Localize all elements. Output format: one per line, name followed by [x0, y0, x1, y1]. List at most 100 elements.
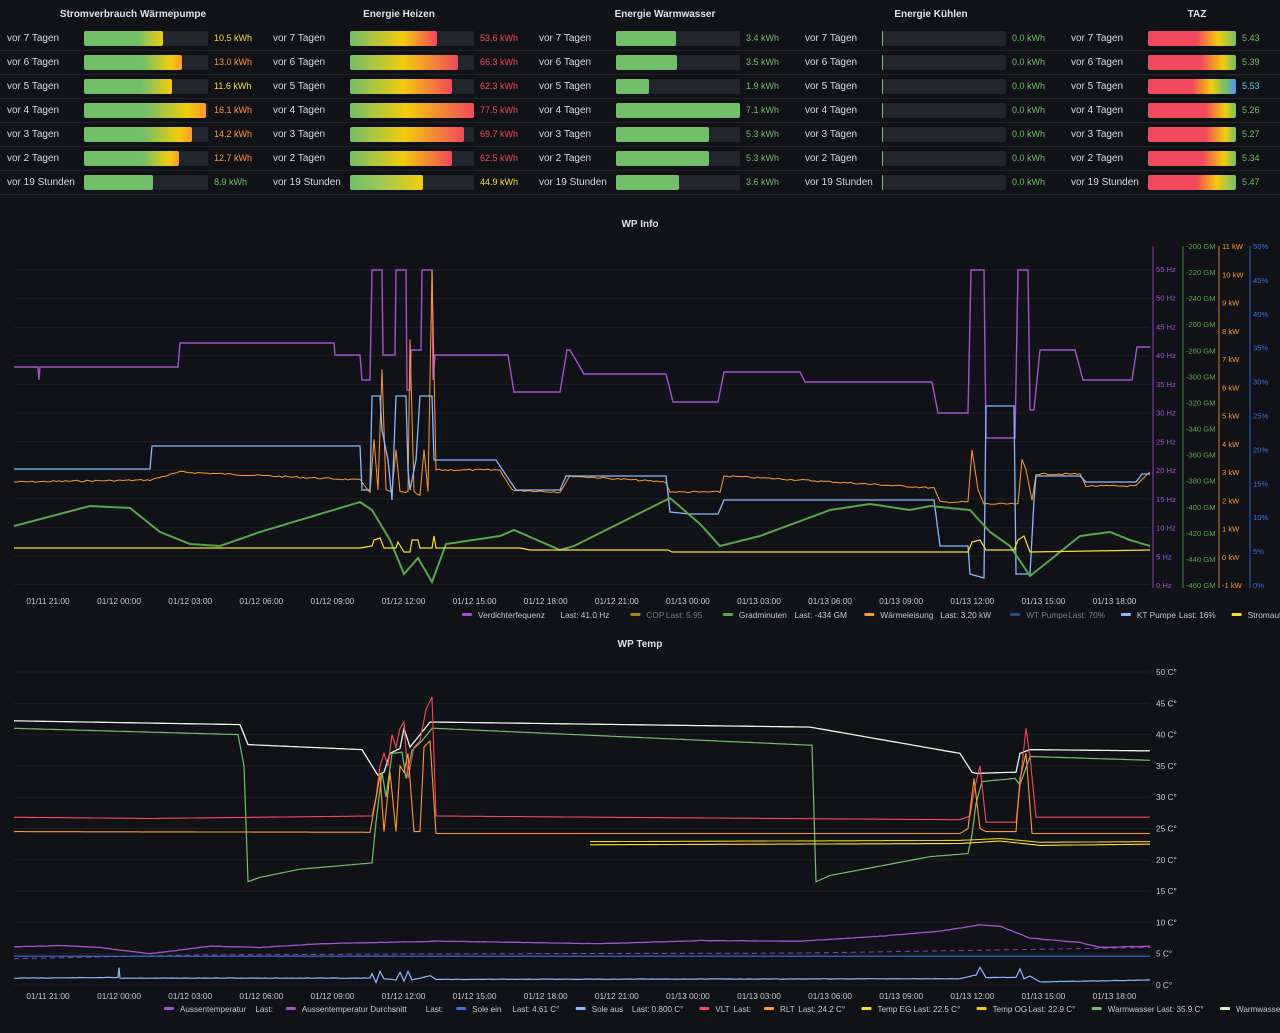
bar-row[interactable]: vor 3 Tagen 0.0 kWh	[798, 122, 1064, 147]
bar-row[interactable]: vor 3 Tagen 14.2 kWh	[0, 122, 266, 147]
legend-swatch	[462, 613, 472, 616]
bar-track	[616, 175, 740, 190]
legend-swatch	[1220, 1007, 1230, 1010]
legend-series-last: Last: 4.61 C°	[512, 1005, 559, 1014]
bar-fill	[616, 79, 649, 94]
bar-row-label: vor 7 Tagen	[273, 33, 326, 44]
bar-track	[882, 79, 1006, 94]
y-tick-label: 5 C°	[1156, 949, 1172, 959]
axis-tick-label: 50%	[1253, 242, 1268, 251]
legend-item[interactable]: Aussentemperatur Last:	[164, 1005, 273, 1014]
bar-row[interactable]: vor 2 Tagen 5.3 kWh	[532, 146, 798, 171]
wp-temp-chart[interactable]: 50 C° 45 C° 40 C° 35 C° 30 C° 25 C° 20 C° 15 C°…	[0, 630, 1280, 1033]
bar-panel-1: Energie Heizen vor 7 Tagen 53.6 kWh vor 6 T…	[266, 0, 532, 200]
bar-row[interactable]: vor 19 Stunden 8.9 kWh	[0, 170, 266, 195]
legend-item[interactable]: WT Pumpe Last: 70%	[1010, 610, 1106, 620]
legend-item[interactable]: Temp OG Last: 22.9 C°	[976, 1005, 1076, 1014]
bar-row-label: vor 3 Tagen	[1071, 129, 1124, 140]
legend-item[interactable]: Warmwasser Last: 35.9 C°	[1091, 1005, 1204, 1014]
bar-row[interactable]: vor 4 Tagen 0.0 kWh	[798, 98, 1064, 123]
bar-row[interactable]: vor 6 Tagen 13.0 kWh	[0, 50, 266, 75]
axis-tick-label: 7 kW	[1222, 355, 1240, 364]
legend-series-last: Last: 5.95	[666, 610, 703, 620]
bar-fill	[84, 151, 179, 166]
legend-item[interactable]: VLT Last:	[699, 1005, 751, 1014]
bar-track	[84, 175, 208, 190]
bar-row-label: vor 6 Tagen	[539, 57, 592, 68]
bar-row-label: vor 7 Tagen	[805, 33, 858, 44]
bar-row[interactable]: vor 2 Tagen 62.5 kWh	[266, 146, 532, 171]
bar-row[interactable]: vor 2 Tagen 12.7 kWh	[0, 146, 266, 171]
bar-row[interactable]: vor 7 Tagen 10.5 kWh	[0, 26, 266, 51]
legend-item[interactable]: Verdichterfequenz Last: 41.0 Hz	[462, 610, 609, 620]
bar-row[interactable]: vor 6 Tagen 0.0 kWh	[798, 50, 1064, 75]
series-aussentemperatur-durchschnitt	[13, 946, 1151, 960]
bar-track	[350, 79, 474, 94]
legend-item[interactable]: Sole aus Last: 0.800 C°	[575, 1005, 684, 1014]
series-verdichterfrequenz	[14, 269, 1150, 439]
axis-tick-label: 0 Hz	[1156, 581, 1172, 590]
bar-row[interactable]: vor 4 Tagen 77.5 kWh	[266, 98, 532, 123]
legend-series-name: Warmwasser	[1108, 1005, 1155, 1014]
legend-item[interactable]: KT Pumpe Last: 16%	[1120, 610, 1217, 620]
x-tick-label: 01/13 18:00	[1093, 596, 1137, 606]
legend-series-name: Aussentemperatur	[180, 1005, 246, 1014]
bar-row[interactable]: vor 5 Tagen 11.6 kWh	[0, 74, 266, 99]
bar-row-label: vor 6 Tagen	[273, 57, 326, 68]
legend-swatch	[722, 613, 733, 616]
x-tick-label: 01/12 00:00	[97, 991, 141, 1001]
bar-row[interactable]: vor 7 Tagen 53.6 kWh	[266, 26, 532, 51]
bar-row[interactable]: vor 4 Tagen 16.1 kWh	[0, 98, 266, 123]
bar-row[interactable]: vor 3 Tagen 69.7 kWh	[266, 122, 532, 147]
bar-row[interactable]: vor 6 Tagen 66.3 kWh	[266, 50, 532, 75]
bar-row[interactable]: vor 5 Tagen 1.9 kWh	[532, 74, 798, 99]
y-tick-label: 40 C°	[1156, 730, 1177, 740]
bar-row[interactable]: vor 19 Stunden 5.47	[1064, 170, 1280, 195]
axis-tick-label: 5%	[1253, 547, 1264, 556]
legend-series-name: KT Pumpe	[1137, 610, 1176, 620]
legend-swatch	[630, 613, 641, 616]
legend-item[interactable]: COP Last: 5.95	[630, 610, 703, 620]
bar-row[interactable]: vor 7 Tagen 3.4 kWh	[532, 26, 798, 51]
legend-item[interactable]: Warmwasser obenLast:	[1220, 1005, 1280, 1014]
axis-tick-label: 2 kW	[1222, 496, 1240, 505]
bar-row[interactable]: vor 5 Tagen 0.0 kWh	[798, 74, 1064, 99]
bar-row[interactable]: vor 3 Tagen 5.27	[1064, 122, 1280, 147]
legend-item[interactable]: Sole ein Last: 4.61 C°	[456, 1005, 559, 1014]
bar-row[interactable]: vor 2 Tagen 0.0 kWh	[798, 146, 1064, 171]
wp-info-chart[interactable]: 01/11 21:00 01/12 00:00 01/12 03:00 01/12 0…	[0, 210, 1280, 630]
bar-row[interactable]: vor 5 Tagen 62.3 kWh	[266, 74, 532, 99]
legend-item[interactable]: Gradminuten Last: -434 GM	[722, 610, 847, 620]
bar-row-label: vor 19 Stunden	[805, 177, 873, 188]
bar-row[interactable]: vor 5 Tagen 5.53	[1064, 74, 1280, 99]
bar-row[interactable]: vor 19 Stunden 0.0 kWh	[798, 170, 1064, 195]
y-tick-label: 25 C°	[1156, 824, 1177, 834]
bar-fill	[1148, 127, 1236, 142]
bar-row-value: 13.0 kWh	[214, 57, 253, 67]
bar-row[interactable]: vor 4 Tagen 7.1 kWh	[532, 98, 798, 123]
bar-row[interactable]: vor 7 Tagen 0.0 kWh	[798, 26, 1064, 51]
bar-row[interactable]: vor 19 Stunden 44.9 kWh	[266, 170, 532, 195]
bar-row[interactable]: vor 6 Tagen 3.5 kWh	[532, 50, 798, 75]
legend-item[interactable]: Wärmeleisung Last: 3.20 kW	[864, 610, 991, 620]
bar-row-label: vor 19 Stunden	[539, 177, 607, 188]
axis-tick-label: -280 GM	[1186, 346, 1216, 355]
bar-row[interactable]: vor 7 Tagen 5.43	[1064, 26, 1280, 51]
legend-item[interactable]: Aussentemperatur Durchsnitt Last:	[285, 1005, 443, 1014]
axis-tick-label: 5 kW	[1222, 412, 1240, 421]
bar-row[interactable]: vor 4 Tagen 5.26	[1064, 98, 1280, 123]
y-tick-label: 45 C°	[1156, 698, 1177, 708]
bar-row[interactable]: vor 2 Tagen 5.34	[1064, 146, 1280, 171]
legend-item[interactable]: RLT Last: 24.2 C°	[764, 1005, 845, 1014]
bar-row-value: 5.3 kWh	[746, 153, 780, 163]
bar-row[interactable]: vor 19 Stunden 3.6 kWh	[532, 170, 798, 195]
bar-row[interactable]: vor 3 Tagen 5.3 kWh	[532, 122, 798, 147]
legend-item[interactable]: StromaufnahmeLast:	[1231, 610, 1280, 620]
bar-row-value: 5.26	[1242, 105, 1260, 115]
legend-item[interactable]: Temp EG Last: 22.5 C°	[861, 1005, 961, 1014]
bar-row-label: vor 7 Tagen	[539, 33, 592, 44]
y-tick-label: 50 C°	[1156, 667, 1177, 677]
bar-row-label: vor 19 Stunden	[7, 177, 75, 188]
bar-row[interactable]: vor 6 Tagen 5.39	[1064, 50, 1280, 75]
axis-tick-label: 5 Hz	[1156, 552, 1172, 561]
